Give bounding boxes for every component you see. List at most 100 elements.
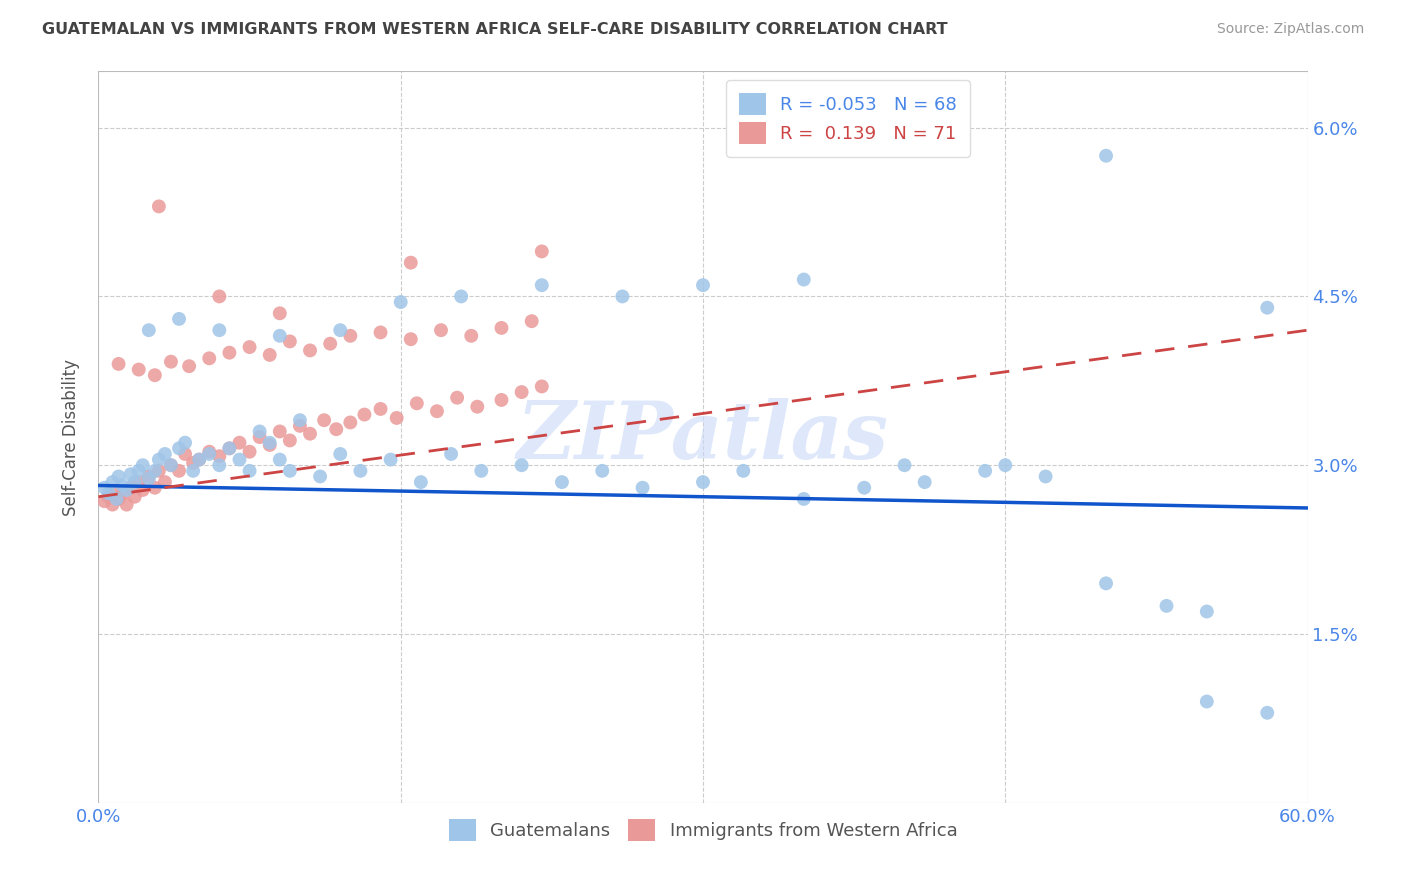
Point [143,481,166,495]
Point [510,458,533,473]
Point [188,452,211,467]
Point [1035,469,1057,483]
Point [148,199,170,213]
Point [167,442,190,456]
Point [994,458,1017,473]
Point [440,447,463,461]
Point [181,456,204,470]
Point [239,444,262,458]
Point [107,491,129,506]
Point [1195,605,1218,619]
Y-axis label: Self-Care Disability: Self-Care Disability [62,359,80,516]
Point [208,323,231,337]
Point [107,357,129,371]
Point [198,447,221,461]
Point [1195,694,1218,708]
Point [269,425,291,439]
Point [446,391,468,405]
Point [111,478,134,492]
Point [138,323,160,337]
Point [309,469,332,483]
Point [143,368,166,383]
Point [93,481,115,495]
Point [259,435,281,450]
Point [269,452,291,467]
Point [314,413,336,427]
Point [208,449,231,463]
Point [167,464,190,478]
Point [591,464,613,478]
Point [299,343,322,358]
Point [349,464,371,478]
Point [93,494,115,508]
Point [278,334,301,349]
Point [491,321,513,335]
Point [329,447,352,461]
Point [174,435,197,450]
Point [160,458,183,473]
Point [733,464,755,478]
Point [269,306,291,320]
Point [181,464,204,478]
Point [692,475,714,489]
Text: Source: ZipAtlas.com: Source: ZipAtlas.com [1216,22,1364,37]
Point [249,430,271,444]
Point [228,435,250,450]
Point [208,289,231,303]
Point [551,475,574,489]
Point [249,425,271,439]
Point [107,469,129,483]
Point [153,475,176,489]
Point [339,328,361,343]
Point [143,464,166,478]
Point [198,444,221,458]
Point [914,475,936,489]
Point [530,379,553,393]
Point [228,452,250,467]
Point [278,464,301,478]
Point [793,491,815,506]
Point [269,328,291,343]
Point [188,452,211,467]
Point [530,278,553,293]
Point [530,244,553,259]
Point [105,483,128,497]
Point [259,438,281,452]
Point [1256,301,1278,315]
Point [239,464,262,478]
Point [153,447,176,461]
Point [132,483,155,497]
Legend: Guatemalans, Immigrants from Western Africa: Guatemalans, Immigrants from Western Afr… [441,812,965,848]
Point [167,312,190,326]
Point [1156,599,1178,613]
Point [426,404,449,418]
Point [278,434,301,448]
Point [132,458,155,473]
Point [115,498,138,512]
Point [148,464,170,478]
Point [491,392,513,407]
Point [138,469,160,483]
Point [160,354,183,368]
Point [612,289,634,303]
Point [389,295,412,310]
Point [259,348,281,362]
Point [218,345,240,359]
Point [329,323,352,337]
Point [405,396,427,410]
Point [409,475,432,489]
Point [465,400,488,414]
Point [1095,576,1118,591]
Point [101,475,124,489]
Point [299,426,322,441]
Text: GUATEMALAN VS IMMIGRANTS FROM WESTERN AFRICA SELF-CARE DISABILITY CORRELATION CH: GUATEMALAN VS IMMIGRANTS FROM WESTERN AF… [42,22,948,37]
Point [631,481,654,495]
Point [460,328,482,343]
Point [520,314,543,328]
Point [450,289,472,303]
Point [1256,706,1278,720]
Point [974,464,997,478]
Point [105,491,128,506]
Point [510,385,533,400]
Point [370,326,392,340]
